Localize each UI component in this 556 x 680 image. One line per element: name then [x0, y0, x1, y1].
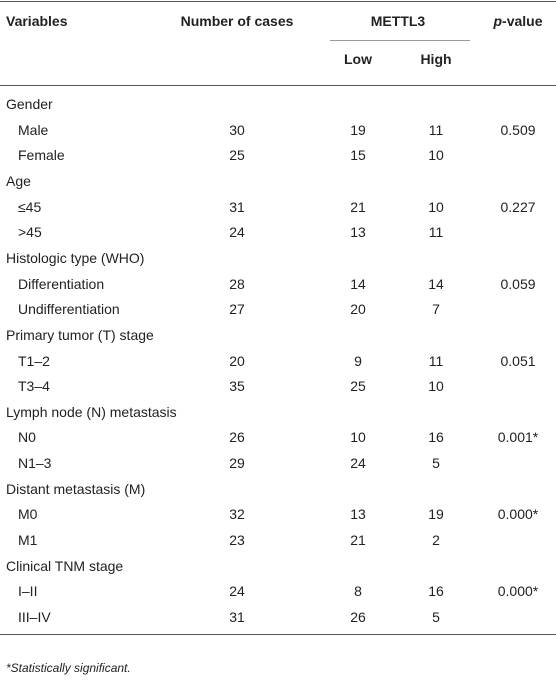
cases: 26 [229, 429, 245, 446]
header-p: p-value [493, 13, 542, 29]
row-label: ≤45 [18, 198, 42, 215]
high: 10 [428, 378, 444, 395]
high: 5 [432, 609, 440, 625]
low: 26 [350, 609, 366, 625]
cases: 28 [229, 275, 245, 292]
header-group: METTL3 [370, 13, 426, 29]
row-label: N0 [18, 429, 36, 446]
group-label: Lymph node (N) metastasis [6, 403, 177, 420]
header-p-italic: p [493, 13, 503, 29]
high: 5 [432, 455, 440, 472]
bottom-rule [0, 634, 556, 635]
cases: 24 [229, 224, 245, 241]
high: 10 [428, 198, 444, 215]
row-label: Undifferentiation [18, 301, 120, 318]
cases: 31 [229, 609, 245, 625]
p-value: 0.051 [500, 352, 536, 369]
high: 10 [428, 147, 444, 164]
high: 2 [432, 532, 440, 549]
row-label: M0 [18, 506, 38, 523]
p-value: 0.059 [500, 275, 536, 292]
cases: 20 [229, 352, 245, 369]
row-label: T1–2 [18, 352, 50, 369]
high: 14 [428, 275, 444, 292]
header-cases: Number of cases [180, 13, 294, 29]
cases: 29 [229, 455, 245, 472]
high: 11 [428, 224, 444, 241]
low: 15 [350, 147, 366, 164]
row-label: Male [18, 121, 49, 138]
header-rule [0, 85, 556, 86]
row-label: Female [18, 147, 65, 164]
cases: 24 [229, 583, 245, 600]
header-p-rest: -value [502, 13, 543, 29]
cases: 32 [229, 506, 245, 523]
group-label: Age [6, 172, 31, 189]
header-variables: Variables [6, 13, 68, 29]
p-value: 0.227 [500, 198, 536, 215]
high: 16 [428, 583, 444, 600]
low: 19 [350, 121, 366, 138]
high: 16 [428, 429, 444, 446]
high: 7 [432, 301, 440, 318]
top-rule [0, 1, 556, 2]
row-label: III–IV [18, 609, 51, 625]
high: 11 [428, 121, 444, 138]
p-value: 0.001* [497, 429, 539, 446]
low: 21 [350, 198, 366, 215]
cases: 27 [229, 301, 245, 318]
low: 13 [350, 224, 366, 241]
row-label: I–II [18, 583, 38, 600]
low: 10 [350, 429, 366, 446]
low: 20 [350, 301, 366, 318]
low: 13 [350, 506, 366, 523]
low: 24 [350, 455, 366, 472]
cases: 23 [229, 532, 245, 549]
group-rule [330, 40, 470, 41]
low: 8 [354, 583, 362, 600]
row-label: >45 [18, 224, 42, 241]
group-label: Primary tumor (T) stage [6, 326, 154, 343]
low: 21 [350, 532, 366, 549]
high: 11 [428, 352, 444, 369]
header-high: High [420, 51, 452, 67]
low: 9 [354, 352, 362, 369]
group-label: Gender [6, 96, 53, 112]
group-label: Histologic type (WHO) [6, 249, 145, 266]
cases: 30 [229, 121, 245, 138]
header-low: Low [344, 51, 372, 67]
group-label: Clinical TNM stage [6, 557, 124, 574]
row-label: M1 [18, 532, 38, 549]
row-label: Differentiation [18, 275, 105, 292]
p-value: 0.000* [497, 506, 539, 523]
low: 14 [350, 275, 366, 292]
cases: 31 [229, 198, 245, 215]
group-label: Distant metastasis (M) [6, 480, 146, 497]
cases: 25 [229, 147, 245, 164]
high: 19 [428, 506, 444, 523]
p-value: 0.509 [500, 121, 536, 138]
row-label: N1–3 [18, 455, 52, 472]
p-value: 0.000* [497, 583, 539, 600]
footnote: *Statistically significant. [6, 661, 131, 675]
cases: 35 [229, 378, 245, 395]
row-label: T3–4 [18, 378, 50, 395]
low: 25 [350, 378, 366, 395]
